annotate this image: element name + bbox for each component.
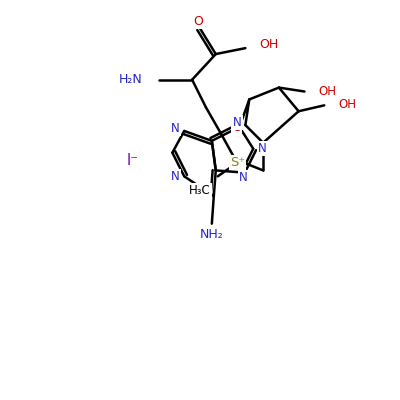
Text: O: O bbox=[193, 15, 203, 28]
Text: OH: OH bbox=[318, 85, 336, 98]
Text: O: O bbox=[232, 120, 241, 134]
Text: OH: OH bbox=[259, 38, 278, 52]
Text: N: N bbox=[171, 122, 180, 136]
Text: OH: OH bbox=[338, 98, 356, 111]
Text: N: N bbox=[239, 171, 248, 184]
Text: H₃C: H₃C bbox=[189, 184, 211, 197]
Text: H₂N: H₂N bbox=[119, 73, 143, 86]
Text: I⁻: I⁻ bbox=[127, 153, 139, 168]
Text: S⁺: S⁺ bbox=[230, 156, 245, 169]
Text: NH₂: NH₂ bbox=[200, 228, 224, 241]
Text: N: N bbox=[258, 142, 266, 155]
Text: N: N bbox=[171, 170, 180, 183]
Text: N: N bbox=[233, 116, 242, 129]
